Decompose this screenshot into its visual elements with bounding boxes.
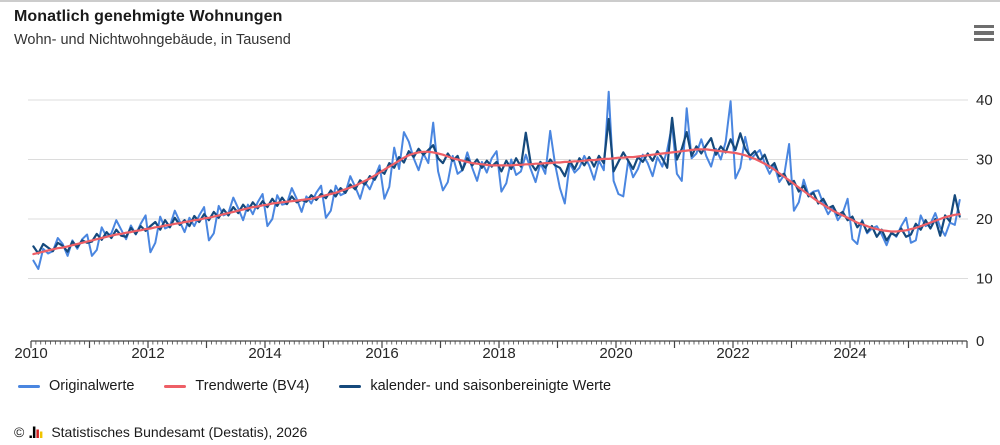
page-title: Monatlich genehmigte Wohnungen <box>14 8 283 25</box>
destatis-logo-icon <box>29 426 43 438</box>
legend-swatch-icon <box>18 384 40 388</box>
legend-swatch-icon <box>339 384 362 388</box>
legend-item-0[interactable]: Originalwerte <box>18 378 134 394</box>
legend-swatch-icon <box>164 384 187 388</box>
svg-text:30: 30 <box>976 152 993 169</box>
svg-text:40: 40 <box>976 92 993 109</box>
copyright-symbol: © <box>14 424 25 440</box>
hamburger-icon <box>974 31 994 35</box>
svg-text:2018: 2018 <box>482 345 515 362</box>
chart-menu-button[interactable] <box>964 18 996 48</box>
plot-area[interactable]: 0 10 20 30 40 2010 2012 2014 2016 2018 2020 2022 202… <box>0 85 1000 370</box>
chart-legend: Originalwerte Trendwerte (BV4) kalender- u… <box>18 378 611 394</box>
svg-text:0: 0 <box>976 333 984 350</box>
legend-label: Trendwerte (BV4) <box>195 378 310 394</box>
source-text: Statistisches Bundesamt (Destatis), 2026 <box>51 424 308 440</box>
chart-header: Monatlich genehmigte Wohnungen Wohn- und… <box>14 8 291 48</box>
legend-item-1[interactable]: Trendwerte (BV4) <box>164 378 309 394</box>
svg-text:20: 20 <box>976 211 993 228</box>
svg-text:2014: 2014 <box>248 345 281 362</box>
page-subtitle: Wohn- und Nichtwohngebäude, in Tausend <box>14 32 291 48</box>
line-chart[interactable]: 0 10 20 30 40 2010 2012 2014 2016 2018 2020 2022 202… <box>0 85 1000 370</box>
legend-item-2[interactable]: kalender- und saisonbereinigte Werte <box>339 378 611 394</box>
source-line: © Statistisches Bundesamt (Destatis), 20… <box>14 424 307 440</box>
svg-text:2010: 2010 <box>14 345 47 362</box>
svg-text:2022: 2022 <box>716 345 749 362</box>
hamburger-icon <box>974 37 994 42</box>
top-divider <box>0 0 1000 2</box>
svg-text:2016: 2016 <box>365 345 398 362</box>
svg-text:2012: 2012 <box>131 345 164 362</box>
hamburger-icon <box>974 24 994 29</box>
svg-text:2024: 2024 <box>833 345 866 362</box>
legend-label: kalender- und saisonbereinigte Werte <box>370 378 612 394</box>
svg-text:10: 10 <box>976 271 993 288</box>
svg-text:2020: 2020 <box>599 345 632 362</box>
legend-label: Originalwerte <box>49 378 135 394</box>
